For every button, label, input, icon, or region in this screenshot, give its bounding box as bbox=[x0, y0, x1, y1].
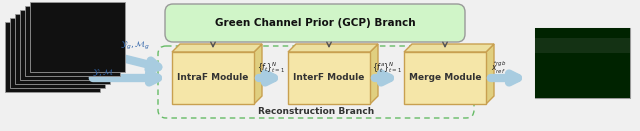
Text: IntraF Module: IntraF Module bbox=[177, 73, 249, 83]
Text: Green Channel Prior (GCP) Branch: Green Channel Prior (GCP) Branch bbox=[214, 18, 415, 28]
Bar bbox=[20, 10, 115, 80]
Bar bbox=[25, 6, 120, 76]
Text: $\{f_t^a\}_{t=1}^N$: $\{f_t^a\}_{t=1}^N$ bbox=[372, 61, 402, 75]
Bar bbox=[5, 22, 100, 92]
Polygon shape bbox=[486, 44, 494, 104]
Bar bbox=[404, 52, 486, 104]
Bar bbox=[15, 14, 110, 84]
Polygon shape bbox=[288, 44, 378, 52]
Text: $\mathcal{Y}, \mathcal{M}$: $\mathcal{Y}, \mathcal{M}$ bbox=[92, 67, 114, 78]
Polygon shape bbox=[404, 44, 494, 52]
Text: $\hat{x}_{ref}^{rgb}$: $\hat{x}_{ref}^{rgb}$ bbox=[492, 60, 507, 76]
Bar bbox=[288, 52, 370, 104]
Text: InterF Module: InterF Module bbox=[293, 73, 365, 83]
Bar bbox=[10, 18, 105, 88]
Text: $\mathcal{Y}_g, \mathcal{M}_g$: $\mathcal{Y}_g, \mathcal{M}_g$ bbox=[120, 40, 150, 52]
Bar bbox=[30, 2, 125, 72]
FancyBboxPatch shape bbox=[165, 4, 465, 42]
Bar bbox=[172, 52, 254, 104]
Bar bbox=[535, 28, 630, 98]
Text: $\{f_t\}_{t=1}^N$: $\{f_t\}_{t=1}^N$ bbox=[257, 61, 285, 75]
Text: Reconstruction Branch: Reconstruction Branch bbox=[258, 108, 374, 116]
Polygon shape bbox=[370, 44, 378, 104]
Polygon shape bbox=[254, 44, 262, 104]
Text: Merge Module: Merge Module bbox=[409, 73, 481, 83]
Polygon shape bbox=[172, 44, 262, 52]
